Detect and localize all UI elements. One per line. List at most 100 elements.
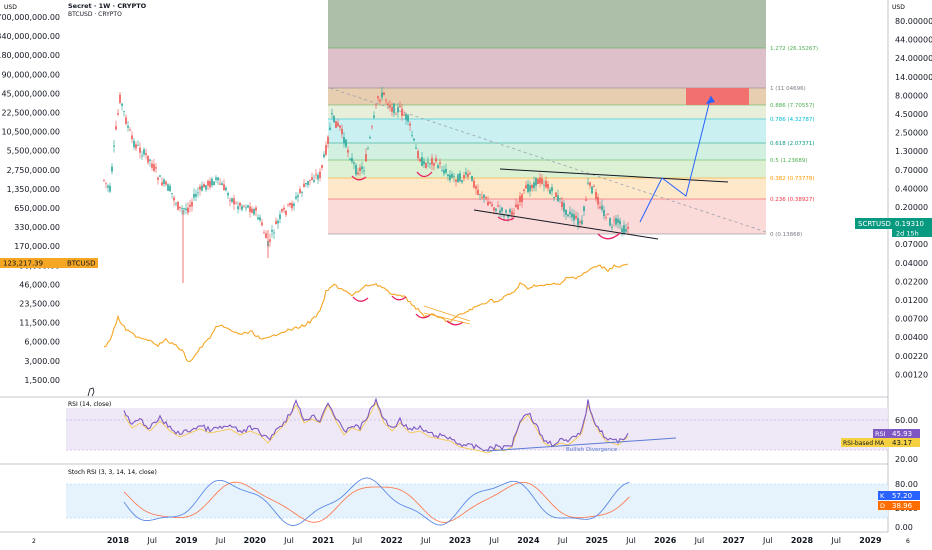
time-axis-label: Jul	[352, 536, 363, 545]
candle-body	[135, 144, 137, 149]
right-axis-tick: 1.30000	[895, 147, 928, 156]
time-axis-label: Jul	[762, 536, 773, 545]
candle-body	[263, 232, 265, 234]
candle-body	[551, 187, 553, 192]
rsi-tick-60: 60.00	[895, 416, 918, 425]
left-axis-tick: 3,000.00	[24, 357, 60, 366]
candle-body	[211, 178, 213, 186]
candle-body	[565, 209, 567, 215]
candle-body	[537, 178, 539, 185]
candle-body	[467, 173, 469, 177]
candle-body	[435, 158, 437, 162]
candle-body	[327, 136, 329, 144]
candle-body	[365, 153, 367, 162]
candle-body	[607, 214, 609, 215]
candle-body	[481, 196, 483, 198]
candle-body	[543, 184, 545, 186]
candle-body	[539, 177, 541, 184]
rsi-ma-badge-value: 43.17	[892, 439, 912, 447]
candle-body	[231, 198, 233, 203]
btc-arc-marker-4	[446, 320, 464, 326]
candle-body	[357, 172, 359, 175]
candle-body	[183, 208, 185, 210]
candle-body	[185, 208, 187, 211]
candle-body	[205, 185, 207, 190]
candle-body	[431, 157, 433, 165]
candle-body	[127, 125, 129, 128]
candle-body	[547, 183, 549, 189]
time-axis-label: 2022	[380, 536, 402, 545]
candle-body	[581, 220, 583, 225]
right-axis-tick: 0.00220	[895, 352, 928, 361]
candle-body	[459, 173, 461, 181]
candle-body	[107, 185, 109, 188]
candle-body	[171, 193, 173, 194]
right-axis-tick: 0.20000	[895, 203, 928, 212]
candle-body	[311, 177, 313, 181]
candle-body	[477, 189, 479, 195]
time-axis-label: 2021	[312, 536, 335, 545]
time-axis-label: Jul	[215, 536, 226, 545]
stoch-tick-80: 80.00	[895, 480, 918, 489]
candle-body	[401, 108, 403, 116]
projection-path	[639, 95, 712, 223]
candle-body	[595, 191, 597, 199]
candle-body	[297, 195, 299, 198]
candle-body	[369, 137, 371, 139]
candle-body	[527, 183, 529, 193]
candle-body	[341, 128, 343, 135]
candle-body	[583, 206, 585, 212]
candle-body	[591, 186, 593, 194]
candle-body	[479, 194, 481, 196]
candle-body	[585, 199, 587, 201]
time-axis-label: 2026	[654, 536, 677, 545]
candle-body	[525, 185, 527, 189]
candle-body	[623, 225, 625, 233]
candle-body	[495, 208, 497, 211]
candle-body	[321, 165, 323, 168]
stoch-d-badge-label: D	[880, 502, 885, 510]
candle-body	[293, 203, 295, 206]
candle-body	[621, 228, 623, 233]
candle-body	[463, 175, 465, 179]
fib-level-label: 0 (0.13868)	[770, 232, 802, 238]
candle-body	[313, 180, 315, 182]
left-axis-tick: 23,500.00	[19, 300, 60, 309]
candle-body	[611, 226, 613, 228]
candle-body	[441, 170, 443, 172]
candle-body	[259, 217, 261, 221]
right-axis-tick: 0.01200	[895, 296, 928, 305]
candle-body	[549, 189, 551, 194]
candle-body	[555, 192, 557, 197]
fib-zone-0618	[328, 143, 766, 160]
candle-body	[119, 94, 121, 103]
right-axis-tick: 24.00000	[895, 54, 932, 63]
candle-body	[533, 182, 535, 188]
rsi-line	[123, 397, 629, 452]
candle-body	[131, 135, 133, 140]
candle-body	[587, 182, 589, 184]
candle-body	[175, 203, 177, 205]
candle-body	[275, 221, 277, 225]
candle-body	[169, 185, 171, 192]
candle-body	[579, 221, 581, 223]
candle-body	[257, 217, 259, 220]
left-axis-tick: 5,500,000.00	[7, 147, 60, 156]
candle-body	[359, 167, 361, 172]
fib-zone-0236	[328, 199, 766, 234]
left-axis-tick: 10,500,000.00	[1, 128, 60, 137]
candle-body	[315, 174, 317, 176]
candle-body	[615, 218, 617, 225]
candle-body	[199, 186, 201, 190]
candle-body	[475, 186, 477, 189]
candle-body	[577, 217, 579, 226]
candle-body	[149, 159, 151, 161]
candle-body	[407, 115, 409, 122]
candle-body	[483, 194, 485, 198]
stoch-k-badge-value: 57.20	[892, 492, 912, 500]
time-axis-label: 2024	[517, 536, 540, 545]
candle-body	[159, 175, 161, 177]
scrt-price-badge: SCRTUSD 0.19310 2d 15h	[855, 218, 932, 238]
candle-body	[391, 106, 393, 112]
